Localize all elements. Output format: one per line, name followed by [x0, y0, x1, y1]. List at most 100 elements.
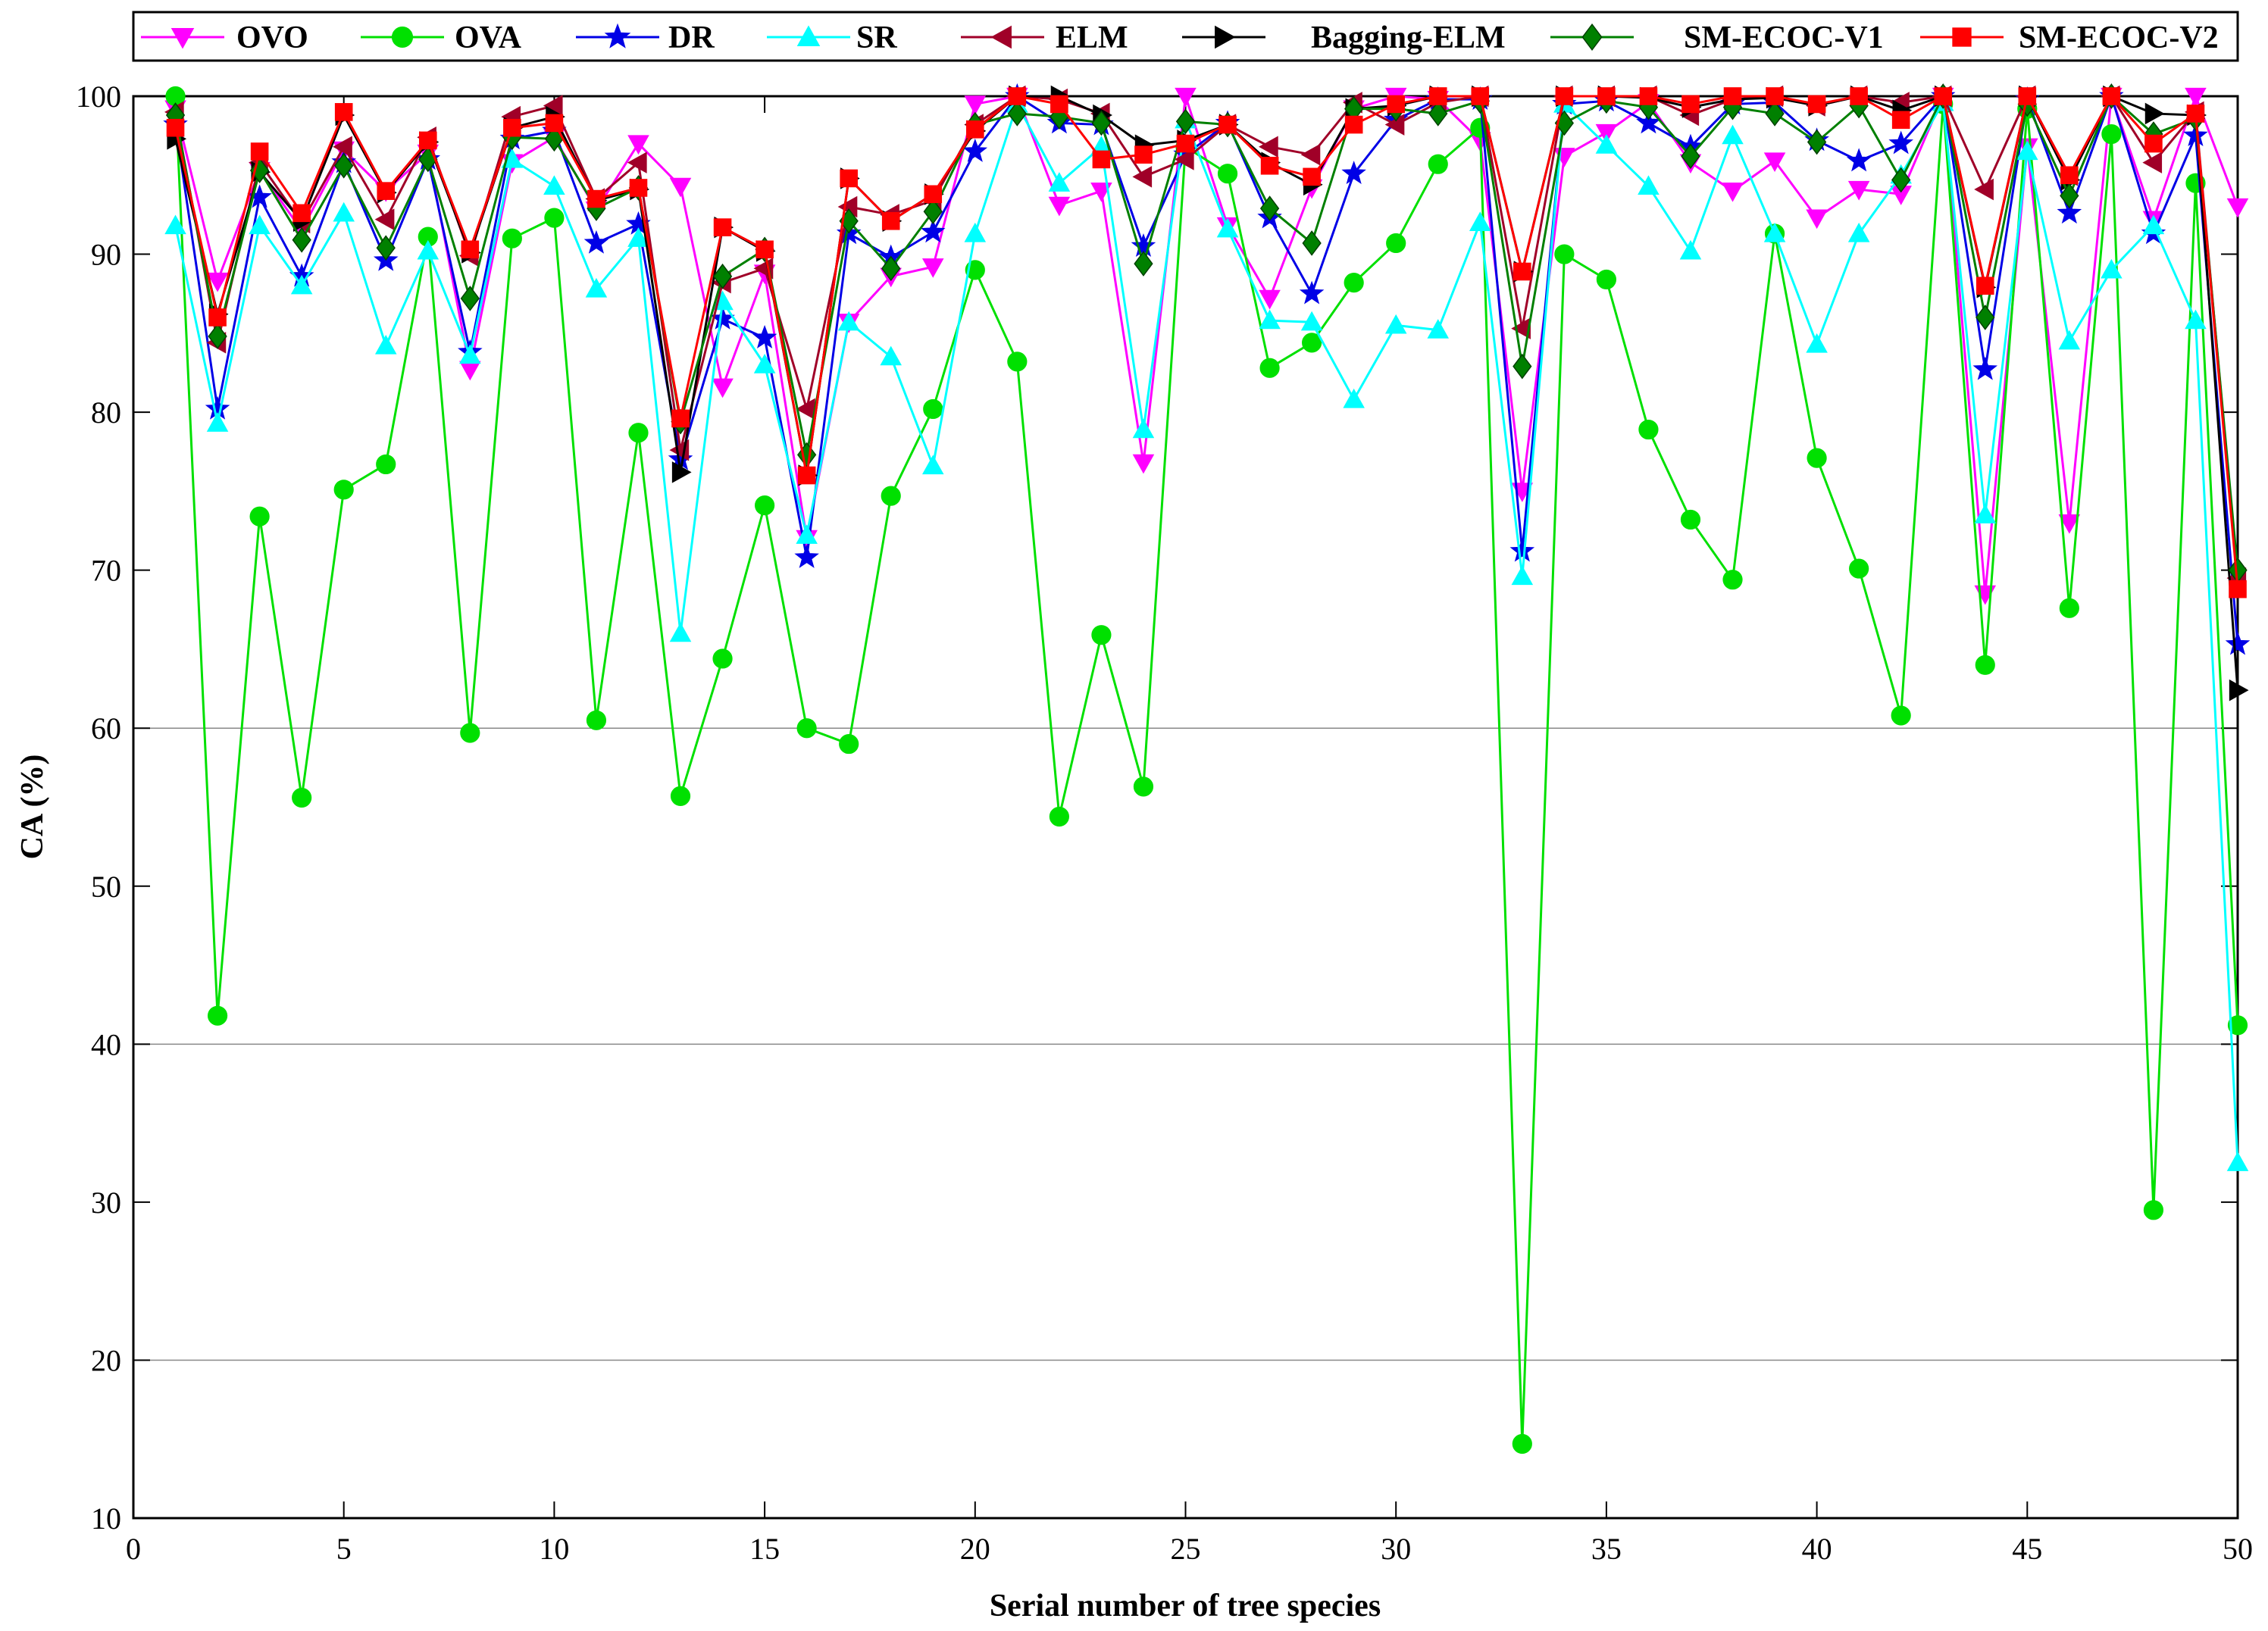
data-point: [1344, 272, 1364, 293]
data-point: [1216, 217, 1239, 238]
gridlines: [133, 727, 2238, 1361]
data-point: [1806, 333, 1828, 353]
y-tick-label: 20: [91, 1343, 121, 1377]
data-point: [1638, 419, 1659, 440]
data-point: [629, 179, 648, 197]
data-point: [377, 182, 396, 200]
data-point: [1847, 180, 1870, 201]
legend-marker: [604, 23, 631, 48]
data-point: [1722, 570, 1743, 590]
data-point: [2018, 87, 2037, 105]
data-point: [1723, 87, 1742, 105]
data-point: [206, 272, 229, 292]
legend-label: ELM: [1056, 20, 1128, 55]
data-point: [1133, 776, 1154, 797]
data-point: [1512, 1433, 1532, 1454]
data-point: [1681, 95, 1700, 114]
data-point: [2144, 102, 2165, 125]
data-point: [1681, 143, 1700, 170]
data-point: [1850, 87, 1868, 105]
data-point: [1597, 87, 1616, 105]
data-point: [1722, 124, 1744, 145]
data-point: [669, 177, 692, 198]
data-point: [587, 189, 605, 208]
x-tick-label: 5: [336, 1532, 352, 1566]
data-point: [1428, 87, 1447, 105]
data-point: [1303, 167, 1321, 186]
legend-entry: Bagging-ELM: [1182, 20, 1506, 55]
data-point: [333, 136, 352, 158]
x-tick-label: 45: [2012, 1532, 2042, 1566]
data-point: [1639, 87, 1658, 105]
data-point: [2227, 1015, 2248, 1036]
data-point: [966, 120, 984, 139]
data-point: [1176, 134, 1195, 153]
data-point: [544, 208, 565, 228]
data-point: [1134, 145, 1153, 164]
legend-label: SR: [856, 20, 897, 55]
data-point: [1511, 317, 1531, 339]
data-point: [1471, 87, 1490, 105]
data-point: [669, 622, 692, 642]
data-point: [1302, 333, 1322, 353]
data-point: [460, 286, 480, 311]
data-point: [459, 344, 481, 364]
data-point: [1299, 280, 1325, 305]
data-point: [1048, 196, 1071, 217]
data-point: [880, 345, 902, 366]
y-tick-label: 80: [91, 395, 121, 430]
data-point: [796, 718, 817, 739]
data-point: [1428, 154, 1448, 174]
data-point: [881, 486, 901, 506]
data-point: [1008, 87, 1027, 105]
data-point: [964, 95, 987, 115]
data-point: [1679, 239, 1702, 260]
x-tick-label: 40: [1802, 1532, 1832, 1566]
data-point: [2144, 134, 2163, 153]
data-point: [712, 648, 733, 669]
data-point: [671, 461, 692, 483]
data-point: [964, 222, 987, 242]
legend-label: SM-ECOC-V2: [2019, 20, 2219, 55]
data-point: [206, 412, 229, 432]
data-point: [1091, 625, 1112, 645]
data-point: [839, 733, 859, 755]
data-point: [921, 455, 944, 475]
data-point: [1427, 319, 1450, 339]
data-point: [164, 214, 186, 235]
y-tick-label: 100: [76, 80, 121, 114]
data-point: [1976, 305, 1995, 330]
data-point: [2101, 123, 2122, 145]
data-point: [1259, 136, 1278, 158]
data-point: [1344, 115, 1363, 134]
data-point: [2229, 679, 2249, 701]
data-point: [585, 277, 608, 298]
data-point: [671, 409, 690, 428]
data-point: [1132, 454, 1155, 474]
legend-entry: SM-ECOC-V2: [1920, 20, 2219, 55]
data-point: [1259, 309, 1281, 330]
data-point: [1469, 211, 1491, 231]
data-point: [670, 786, 691, 807]
data-point: [1174, 148, 1194, 170]
data-point: [1596, 269, 1616, 290]
data-point: [1636, 110, 1661, 134]
x-tick-label: 35: [1591, 1532, 1622, 1566]
data-point: [1050, 95, 1068, 114]
data-point: [1302, 230, 1322, 256]
legend-entry: OVO: [141, 20, 308, 55]
data-point: [962, 138, 988, 162]
data-point: [1974, 504, 1997, 523]
data-point: [923, 198, 943, 225]
data-point: [290, 274, 313, 295]
data-point: [2226, 1151, 2249, 1171]
data-point: [628, 423, 649, 443]
data-point: [1846, 148, 1872, 172]
data-point: [376, 454, 396, 475]
data-point: [1259, 289, 1281, 310]
data-point: [2060, 183, 2079, 209]
data-point: [755, 495, 775, 516]
data-point: [1976, 277, 1994, 295]
data-point: [1975, 655, 1995, 675]
